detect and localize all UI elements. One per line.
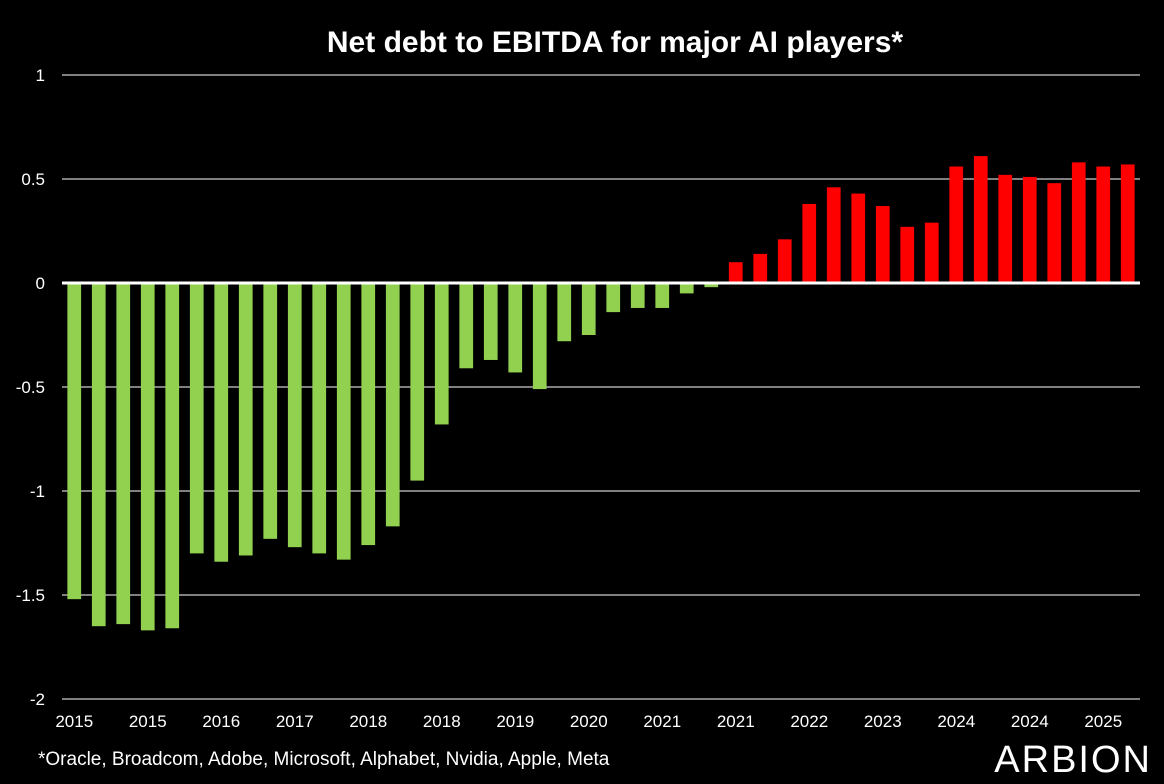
x-tick-label: 2022 xyxy=(790,712,828,731)
bar xyxy=(704,283,719,288)
x-tick-label: 2021 xyxy=(717,712,755,731)
bar xyxy=(140,283,155,631)
x-tick-label: 2015 xyxy=(129,712,167,731)
y-tick-label: -2 xyxy=(30,690,45,709)
bar xyxy=(312,283,327,554)
x-tick-label: 2023 xyxy=(864,712,902,731)
bar xyxy=(434,283,449,425)
bar xyxy=(900,226,915,283)
bar xyxy=(581,283,596,335)
x-tick-label: 2016 xyxy=(202,712,240,731)
bar xyxy=(287,283,302,548)
bar xyxy=(385,283,400,527)
x-tick-label: 2021 xyxy=(643,712,681,731)
bar xyxy=(410,283,425,481)
bar xyxy=(116,283,131,625)
bar xyxy=(753,253,768,283)
bar xyxy=(532,283,547,390)
y-tick-label: -1 xyxy=(30,482,45,501)
x-tick-label: 2024 xyxy=(1011,712,1049,731)
x-tick-label: 2024 xyxy=(937,712,975,731)
bar xyxy=(483,283,498,360)
bar xyxy=(557,283,572,342)
x-tick-label: 2017 xyxy=(276,712,314,731)
x-axis-tick-labels: 2015 2015 2016 2017 2018 2018 2019 2020 2021 2021… xyxy=(55,712,1122,731)
bar xyxy=(1120,164,1135,283)
bar xyxy=(336,283,351,560)
bar xyxy=(459,283,474,369)
x-tick-label: 2020 xyxy=(570,712,608,731)
bar xyxy=(1047,183,1062,283)
x-tick-label: 2019 xyxy=(496,712,534,731)
x-tick-label: 2015 xyxy=(55,712,93,731)
bar xyxy=(655,283,670,308)
bar xyxy=(508,283,523,373)
y-tick-label: 1 xyxy=(36,66,45,85)
bar xyxy=(606,283,621,313)
y-tick-label: 0 xyxy=(36,274,45,293)
bar xyxy=(361,283,376,546)
x-tick-label: 2018 xyxy=(349,712,387,731)
bar xyxy=(165,283,180,629)
bar xyxy=(67,283,82,600)
footnote: *Oracle, Broadcom, Adobe, Microsoft, Alp… xyxy=(38,749,610,770)
bar xyxy=(214,283,229,562)
bar xyxy=(189,283,204,554)
bar xyxy=(826,187,841,283)
bar xyxy=(238,283,253,556)
bar xyxy=(728,262,743,283)
bar xyxy=(998,174,1013,283)
bar xyxy=(949,166,964,283)
bar xyxy=(263,283,278,539)
x-tick-label: 2018 xyxy=(423,712,461,731)
x-tick-label: 2025 xyxy=(1084,712,1122,731)
bar xyxy=(802,203,817,283)
arbion-logo: ARBION xyxy=(994,739,1152,781)
y-axis-tick-labels: 1 0.5 0 -0.5 -1 -1.5 -2 xyxy=(16,66,45,709)
bar xyxy=(973,156,988,283)
bar xyxy=(851,193,866,283)
bar xyxy=(1022,176,1037,283)
bar xyxy=(91,283,106,627)
bars xyxy=(67,156,1135,631)
bar xyxy=(875,206,890,283)
bar xyxy=(1071,162,1086,283)
bar xyxy=(630,283,645,308)
y-tick-label: -1.5 xyxy=(16,586,45,605)
y-tick-label: -0.5 xyxy=(16,378,45,397)
bar xyxy=(1096,166,1111,283)
bar xyxy=(924,222,939,283)
chart-title: Net debt to EBITDA for major AI players* xyxy=(327,26,904,59)
bar xyxy=(777,239,792,283)
bar xyxy=(679,283,694,294)
y-tick-label: 0.5 xyxy=(21,170,45,189)
